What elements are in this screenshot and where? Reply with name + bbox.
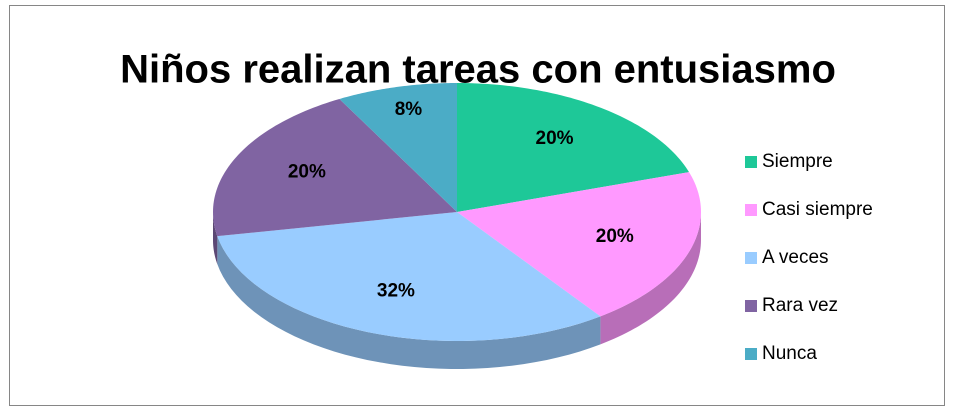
legend-label: Siempre (762, 151, 833, 172)
legend-swatch (745, 252, 757, 264)
legend-label: A veces (762, 247, 829, 268)
value-label: 20% (288, 162, 326, 183)
legend-swatch (745, 348, 757, 360)
legend-label: Casi siempre (762, 199, 873, 220)
value-label: 20% (536, 128, 574, 149)
legend-swatch (745, 156, 757, 168)
legend-swatch (745, 300, 757, 312)
value-label: 32% (377, 281, 415, 302)
pie-slice (457, 83, 690, 212)
pie-slice (213, 98, 457, 237)
legend-swatch (745, 204, 757, 216)
pie-slice (217, 212, 601, 341)
slice-side (213, 212, 218, 265)
value-label: 8% (395, 99, 423, 120)
slice-side (600, 212, 701, 345)
pie-slice (339, 83, 457, 212)
legend-label: Rara vez (762, 295, 838, 316)
slice-side (217, 236, 601, 369)
pie-slice (457, 172, 701, 317)
value-label: 20% (596, 226, 634, 247)
legend-label: Nunca (762, 343, 817, 364)
